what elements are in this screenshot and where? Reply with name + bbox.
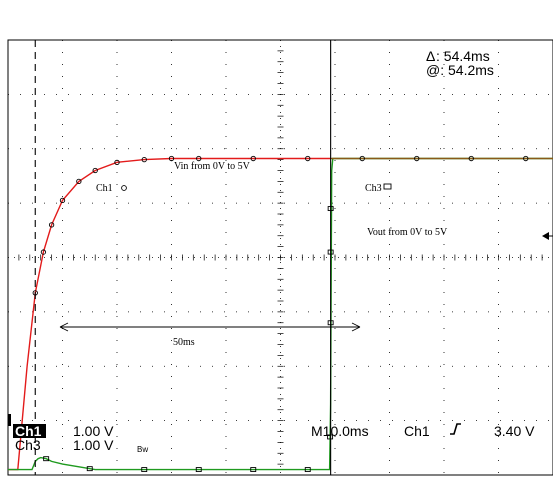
ch1-point-marker	[48, 222, 55, 228]
ch1-point-marker	[114, 159, 120, 165]
ch3-point-marker	[43, 456, 50, 462]
ch3-point-marker	[304, 467, 311, 473]
delta-readout: : 54.4ms	[436, 48, 490, 64]
graticule	[7, 39, 553, 476]
ch1-point-marker	[76, 178, 82, 185]
ch3-marker-symbol	[383, 183, 392, 190]
ch1-marker-symbol	[121, 185, 127, 191]
ch1-scale: 1.00 V	[73, 423, 114, 439]
ch1-point-marker	[141, 156, 147, 163]
trace-ch1	[8, 157, 331, 471]
rising-edge-trigger-icon	[450, 423, 461, 435]
ch1-point-marker	[92, 167, 98, 174]
ground-reference-marker	[8, 414, 11, 426]
ch1-point-marker	[523, 155, 529, 162]
ch1-point-marker	[59, 197, 66, 204]
ch1-badge-background	[13, 424, 46, 438]
ch3-point-marker	[250, 467, 257, 473]
interval-arrow-left-head	[59, 322, 69, 332]
interval-arrow-right-head	[351, 322, 361, 332]
vin-annotation: Vin from 0V to 5V	[174, 161, 251, 172]
ch1-point-marker	[359, 155, 365, 162]
ch3-point-marker	[141, 467, 148, 473]
ch1-point-marker	[468, 155, 474, 162]
ch1-point-marker	[250, 155, 256, 162]
ch1-badge: Ch1	[15, 423, 42, 439]
trigger-source: Ch1	[404, 423, 430, 439]
ch3-point-marker	[86, 466, 93, 472]
ch1-point-marker	[168, 155, 175, 162]
delta-symbol: Δ	[426, 48, 435, 64]
time-cursors	[34, 40, 332, 475]
at-readout: @: 54.2ms	[426, 62, 494, 78]
ch1-point-marker	[196, 155, 202, 162]
ch3-scale: 1.00 V	[73, 437, 114, 453]
ch1-marker-label: Ch1	[96, 183, 113, 194]
interval-annotation: 50ms	[173, 337, 195, 348]
ch3-point-marker	[195, 467, 202, 473]
timebase-readout: M10.0ms	[311, 423, 369, 439]
ch1-point-marker	[305, 155, 311, 162]
bandwidth-limit-label: Bw	[137, 445, 148, 454]
ch1-point-marker	[414, 155, 420, 162]
ch1-point-marker	[40, 249, 47, 255]
trigger-level-arrow-icon	[542, 232, 549, 240]
ch3-label: Ch3	[15, 437, 41, 453]
ch3-marker-label: Ch3	[365, 183, 382, 194]
traces	[8, 155, 553, 473]
trigger-level: 3.40 V	[494, 423, 535, 439]
vout-annotation: Vout from 0V to 5V	[367, 227, 448, 238]
